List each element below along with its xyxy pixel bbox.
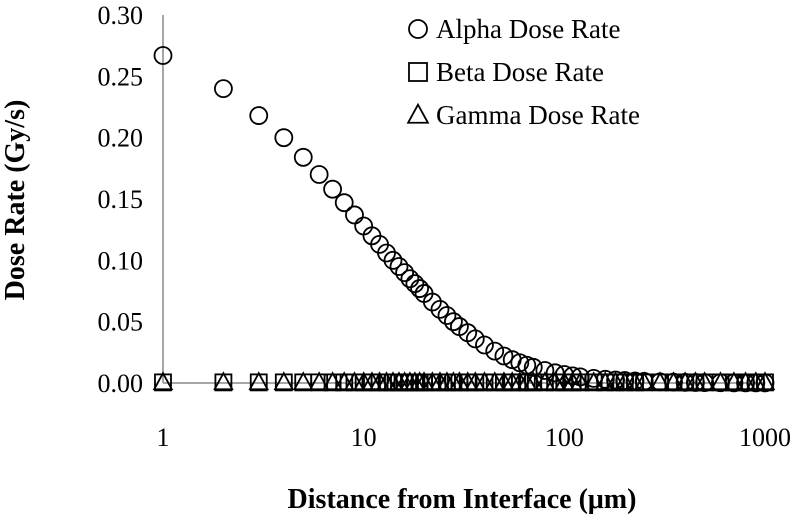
circle-point	[323, 179, 342, 199]
circle-point	[410, 279, 430, 298]
circle-point	[334, 193, 354, 213]
tick-labels: 0.00 0.05 0.10 0.15 0.20 0.25 0.30 1 10 100 1000	[98, 1, 792, 452]
circle-point	[494, 346, 514, 366]
triangle-point	[534, 371, 556, 391]
triangle-point	[583, 371, 604, 391]
triangle-point	[674, 371, 696, 391]
circle-point	[523, 357, 543, 377]
x-tick-label: 1	[157, 423, 170, 452]
triangle-point	[723, 371, 745, 391]
triangle-point	[474, 371, 495, 391]
triangle-point	[213, 371, 234, 391]
y-tick-label: 0.05	[98, 308, 144, 337]
circle-point	[249, 106, 269, 125]
triangle-point	[248, 371, 270, 391]
data-points	[152, 46, 776, 393]
x-tick-label: 1000	[739, 423, 791, 452]
circle-point	[400, 269, 420, 289]
legend: Alpha Dose Rate Beta Dose Rate Gamma Dose …	[406, 14, 640, 130]
y-tick-label: 0.10	[98, 246, 144, 275]
y-tick-label: 0.00	[98, 369, 144, 398]
triangle-point	[735, 371, 756, 391]
triangle-point	[614, 371, 636, 391]
triangle-point	[152, 371, 174, 391]
legend-label: Gamma Dose Rate	[436, 100, 640, 130]
triangle-point	[333, 371, 355, 391]
circle-point	[383, 250, 403, 270]
circle-point	[389, 257, 409, 276]
triangle-point	[710, 371, 731, 391]
circle-point	[465, 329, 485, 349]
circle-point	[430, 299, 450, 319]
x-tick-label: 100	[545, 423, 584, 452]
x-axis-title: Distance from Interface (μm)	[288, 484, 637, 515]
circle-point	[437, 306, 457, 325]
y-tick-label: 0.15	[98, 185, 144, 214]
triangle-point	[594, 371, 616, 391]
triangle-point	[522, 371, 544, 391]
legend-label: Alpha Dose Rate	[436, 14, 620, 44]
circle-point	[214, 79, 233, 98]
legend-circle-icon	[408, 19, 428, 39]
circle-point	[309, 165, 329, 184]
triangle-point	[649, 371, 671, 391]
circle-point	[475, 335, 494, 355]
legend-triangle-icon	[406, 102, 430, 124]
circle-point	[293, 147, 313, 167]
triangle-point	[308, 371, 330, 391]
triangle-point	[663, 371, 684, 391]
triangle-point	[694, 371, 715, 391]
triangle-point	[754, 371, 776, 391]
legend-label: Beta Dose Rate	[436, 57, 604, 87]
y-tick-label: 0.20	[98, 124, 144, 153]
triangle-point	[633, 371, 655, 391]
y-tick-label: 0.30	[98, 1, 144, 30]
y-axis-title: Dose Rate (Gy/s)	[0, 100, 31, 301]
circle-point	[405, 274, 425, 294]
triangle-point	[273, 371, 295, 391]
triangle-point	[292, 371, 314, 391]
triangle-point	[569, 371, 591, 391]
circle-point	[153, 46, 173, 65]
circle-point	[274, 128, 294, 148]
legend-square-icon	[408, 62, 428, 82]
triangle-point	[322, 371, 343, 391]
circle-point	[395, 263, 415, 283]
y-tick-label: 0.25	[98, 62, 144, 91]
circle-point	[443, 312, 463, 332]
circle-point	[485, 341, 505, 361]
circle-point	[535, 361, 555, 380]
x-tick-label: 10	[351, 423, 377, 452]
circle-point	[345, 205, 364, 225]
